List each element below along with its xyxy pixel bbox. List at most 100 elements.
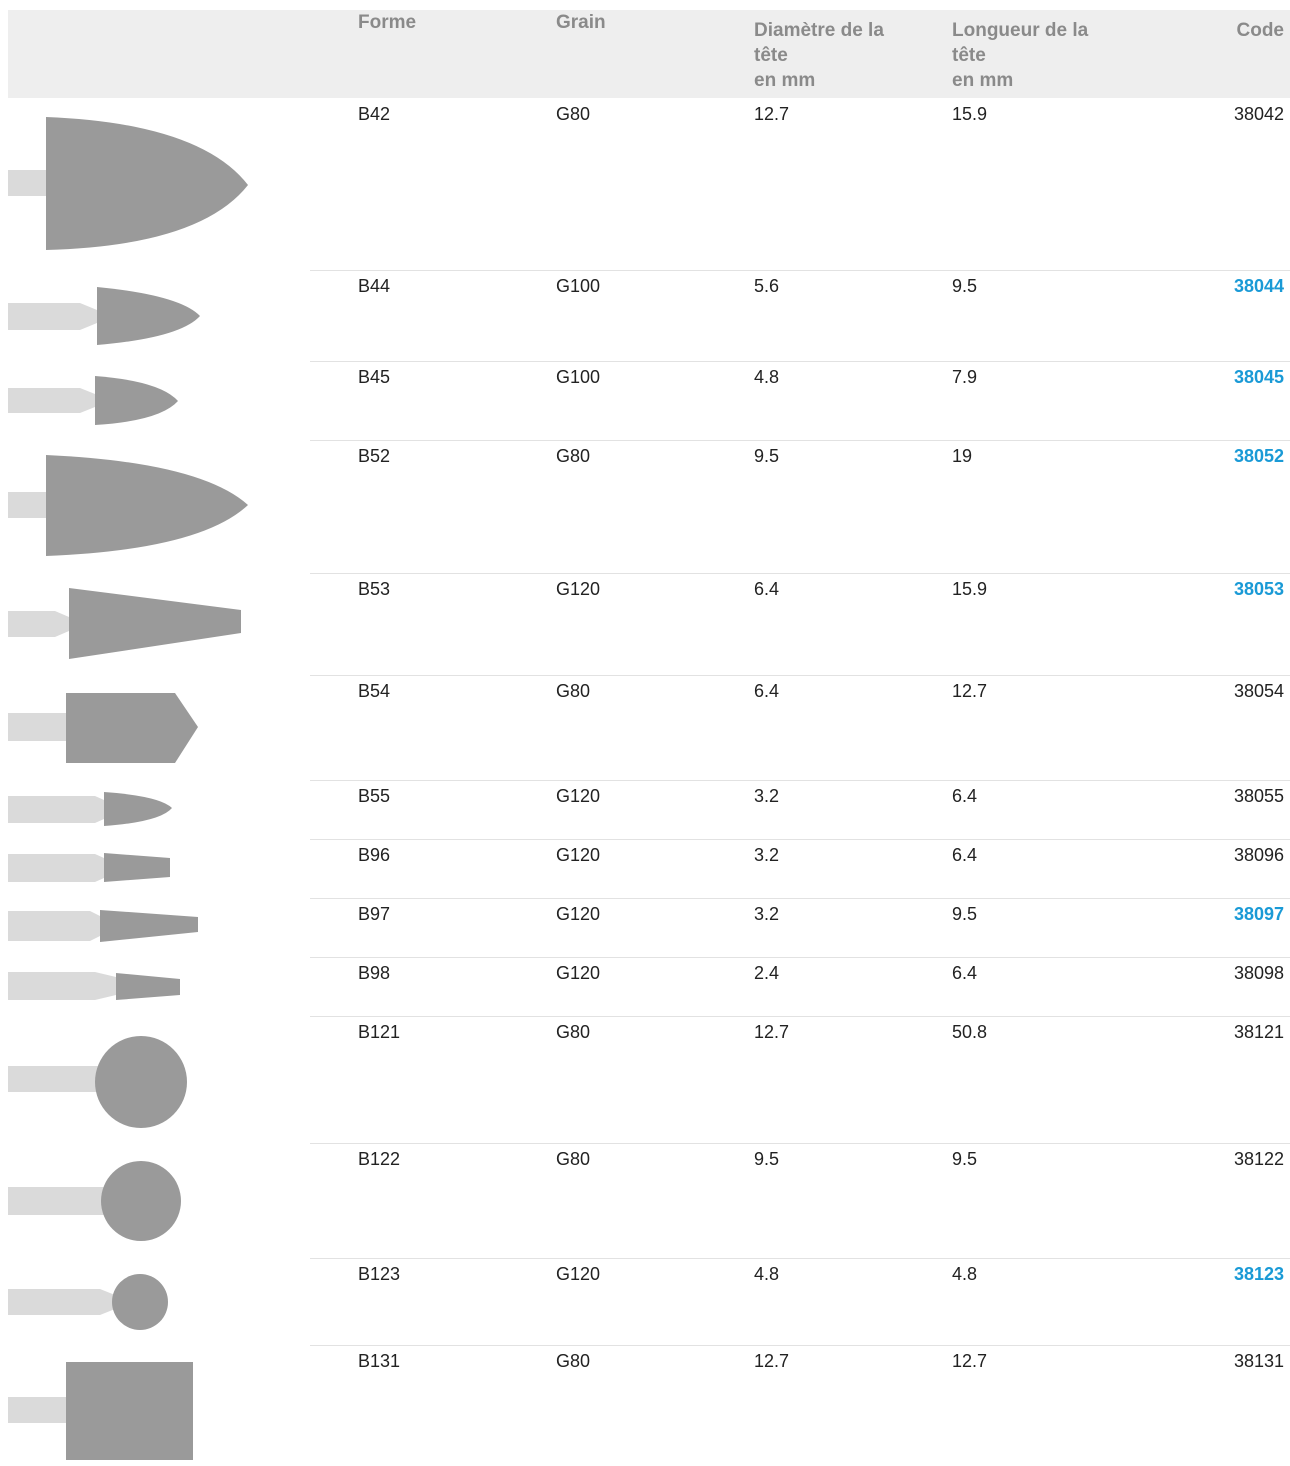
table-row: B55 G120 3.2 6.4 38055 <box>0 780 1290 839</box>
cell-longueur: 12.7 <box>952 681 988 701</box>
cell-forme: B55 <box>358 786 391 806</box>
table-row: B42 G80 12.7 15.9 38042 <box>0 98 1290 270</box>
cell-forme: B53 <box>358 579 391 599</box>
cell-longueur: 6.4 <box>952 786 978 806</box>
col-header-line: tête <box>952 45 986 66</box>
table-header <box>8 10 1290 98</box>
cell-longueur: 50.8 <box>952 1022 988 1042</box>
cell-longueur: 4.8 <box>952 1264 978 1284</box>
cell-forme: B52 <box>358 446 391 466</box>
cell-grain: G120 <box>556 904 601 924</box>
cell-code: 38054 <box>1233 681 1284 701</box>
cell-grain: G80 <box>556 1149 591 1169</box>
table-row: B52 G80 9.5 19 38052 <box>0 440 1290 573</box>
cell-longueur: 9.5 <box>952 1149 978 1169</box>
code-link[interactable]: 38097 <box>1233 904 1284 924</box>
cell-forme: B54 <box>358 681 391 701</box>
row-separator <box>310 675 1290 676</box>
table-row: B121 G80 12.7 50.8 38121 <box>0 1016 1290 1143</box>
row-separator <box>310 957 1290 958</box>
cell-code: 38096 <box>1233 845 1284 865</box>
col-header: Grain <box>556 12 606 33</box>
product-shape <box>8 287 200 345</box>
cell-diametre: 3.2 <box>754 904 780 924</box>
cell-diametre: 12.7 <box>754 1351 790 1371</box>
row-separator <box>310 440 1290 441</box>
row-separator <box>310 361 1290 362</box>
cell-grain: G80 <box>556 1022 591 1042</box>
product-shape <box>8 588 241 659</box>
table-row: B122 G80 9.5 9.5 38122 <box>0 1143 1290 1258</box>
product-shape <box>8 1362 193 1460</box>
col-header-line: tête <box>754 45 788 66</box>
cell-grain: G100 <box>556 367 601 387</box>
cell-longueur: 7.9 <box>952 367 978 387</box>
product-shape <box>8 693 198 763</box>
cell-diametre: 3.2 <box>754 845 780 865</box>
product-shape <box>8 117 248 250</box>
cell-diametre: 5.6 <box>754 276 780 296</box>
code-link[interactable]: 38123 <box>1233 1264 1284 1284</box>
col-header-line: en mm <box>952 70 1014 91</box>
col-header-line: Diamètre de la <box>754 20 884 41</box>
cell-forme: B131 <box>358 1351 401 1371</box>
table-row: B131 G80 12.7 12.7 38131 <box>0 1345 1290 1466</box>
product-shape <box>8 376 178 425</box>
cell-longueur: 9.5 <box>952 904 978 924</box>
cell-forme: B97 <box>358 904 391 924</box>
table-row: B44 G100 5.6 9.5 38044 <box>0 270 1290 361</box>
col-header: Forme <box>358 12 417 33</box>
code-link[interactable]: 38044 <box>1233 276 1284 296</box>
cell-forme: B121 <box>358 1022 401 1042</box>
cell-longueur: 12.7 <box>952 1351 988 1371</box>
cell-grain: G120 <box>556 579 601 599</box>
cell-grain: G80 <box>556 104 591 124</box>
cell-grain: G120 <box>556 786 601 806</box>
cell-grain: G80 <box>556 446 591 466</box>
row-separator <box>310 898 1290 899</box>
code-link[interactable]: 38053 <box>1233 579 1284 599</box>
col-header-line: en mm <box>754 70 816 91</box>
col-header-line: Longueur de la <box>952 20 1089 41</box>
product-shape <box>8 910 198 942</box>
cell-forme: B44 <box>358 276 391 296</box>
cell-diametre: 2.4 <box>754 963 780 983</box>
cell-grain: G80 <box>556 1351 591 1371</box>
cell-grain: G120 <box>556 1264 601 1284</box>
cell-longueur: 6.4 <box>952 845 978 865</box>
cell-forme: B96 <box>358 845 391 865</box>
row-separator <box>310 839 1290 840</box>
row-separator <box>310 1143 1290 1144</box>
col-header: Longueur de la tête en mm <box>952 18 1088 93</box>
cell-code: 38098 <box>1233 963 1284 983</box>
table-row: B97 G120 3.2 9.5 38097 <box>0 898 1290 957</box>
row-separator <box>310 1016 1290 1017</box>
cell-diametre: 6.4 <box>754 681 780 701</box>
code-link[interactable]: 38052 <box>1233 446 1284 466</box>
code-link[interactable]: 38045 <box>1233 367 1284 387</box>
cell-code: 38042 <box>1233 104 1284 124</box>
cell-code: 38122 <box>1233 1149 1284 1169</box>
row-separator <box>310 780 1290 781</box>
product-shape <box>8 1274 168 1330</box>
cell-forme: B42 <box>358 104 391 124</box>
product-shape <box>8 1161 181 1241</box>
cell-diametre: 12.7 <box>754 1022 790 1042</box>
product-shape <box>8 455 248 556</box>
row-separator <box>310 573 1290 574</box>
cell-diametre: 9.5 <box>754 446 780 466</box>
cell-grain: G120 <box>556 963 601 983</box>
product-shape <box>8 792 172 826</box>
row-separator <box>310 270 1290 271</box>
cell-code: 38131 <box>1233 1351 1284 1371</box>
cell-longueur: 9.5 <box>952 276 978 296</box>
product-shape <box>8 853 170 882</box>
product-shape <box>8 1036 187 1128</box>
table-row: B53 G120 6.4 15.9 38053 <box>0 573 1290 675</box>
cell-longueur: 19 <box>952 446 973 466</box>
cell-diametre: 12.7 <box>754 104 790 124</box>
cell-forme: B98 <box>358 963 391 983</box>
cell-forme: B122 <box>358 1149 401 1169</box>
row-separator <box>310 1345 1290 1346</box>
cell-diametre: 6.4 <box>754 579 780 599</box>
